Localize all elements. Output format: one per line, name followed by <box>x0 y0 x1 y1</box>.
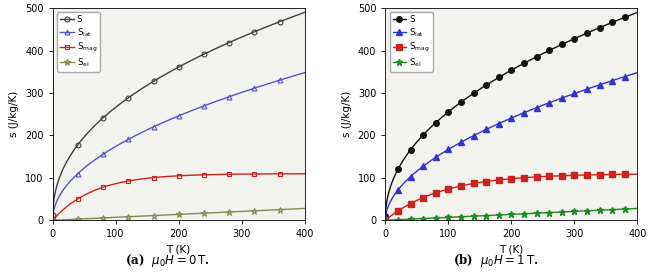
S$_\mathrm{mag}$ <box>407 202 415 205</box>
S <box>49 213 57 217</box>
S$_\mathrm{el}$ <box>492 214 500 217</box>
S$_\mathrm{mag}$ <box>221 173 229 176</box>
S$_\mathrm{el}$ <box>578 209 586 213</box>
Line: S$_\mathrm{lat}$: S$_\mathrm{lat}$ <box>50 70 307 220</box>
S$_\mathrm{lat}$ <box>381 217 389 220</box>
S$_\mathrm{mag}$ <box>555 174 562 178</box>
S$_\mathrm{el}$ <box>160 214 168 217</box>
S$_\mathrm{lat}$ <box>245 88 253 92</box>
Legend: S, S$_\mathrm{lat}$, S$_\mathrm{mag}$, S$_\mathrm{el}$: S, S$_\mathrm{lat}$, S$_\mathrm{mag}$, S… <box>390 13 433 72</box>
S$_\mathrm{mag}$ <box>301 172 309 175</box>
S$_\mathrm{el}$ <box>301 207 309 210</box>
S$_\mathrm{el}$ <box>221 211 229 214</box>
S <box>150 79 158 82</box>
S$_\mathrm{lat}$ <box>555 98 562 101</box>
S$_\mathrm{mag}$ <box>74 197 82 200</box>
S$_\mathrm{mag}$ <box>381 219 389 222</box>
S <box>250 30 258 34</box>
Y-axis label: s (J/kg/K): s (J/kg/K) <box>342 91 352 137</box>
S$_\mathrm{lat}$ <box>484 127 491 131</box>
S$_\mathrm{mag}$ <box>484 180 491 183</box>
X-axis label: T (K): T (K) <box>166 245 191 255</box>
S$_\mathrm{el}$ <box>407 218 415 221</box>
S$_\mathrm{mag}$ <box>578 174 586 177</box>
S$_\mathrm{lat}$ <box>49 216 57 220</box>
S <box>381 214 389 218</box>
S <box>407 147 415 151</box>
Line: S$_\mathrm{el}$: S$_\mathrm{el}$ <box>49 205 307 223</box>
Legend: S, S$_\mathrm{lat}$, S$_\mathrm{mag}$, S$_\mathrm{el}$: S, S$_\mathrm{lat}$, S$_\mathrm{mag}$, S… <box>57 13 100 72</box>
Line: S$_\mathrm{el}$: S$_\mathrm{el}$ <box>382 205 641 224</box>
S <box>484 83 491 86</box>
S$_\mathrm{mag}$ <box>49 219 57 222</box>
S$_\mathrm{el}$ <box>74 218 82 221</box>
S <box>582 32 590 35</box>
Text: (a)  $\mu_0 H=0\,\mathrm{T}$.: (a) $\mu_0 H=0\,\mathrm{T}$. <box>125 252 210 269</box>
S$_\mathrm{lat}$ <box>74 171 82 175</box>
S$_\mathrm{lat}$ <box>221 96 229 100</box>
Text: (b)  $\mu_0 H=1\,\mathrm{T}$.: (b) $\mu_0 H=1\,\mathrm{T}$. <box>453 252 539 269</box>
S$_\mathrm{lat}$ <box>492 123 500 126</box>
S$_\mathrm{el}$ <box>582 209 590 212</box>
S$_\mathrm{el}$ <box>49 219 57 222</box>
S$_\mathrm{el}$ <box>633 207 641 210</box>
S$_\mathrm{lat}$ <box>250 87 258 90</box>
S$_\mathrm{mag}$ <box>250 172 258 176</box>
S$_\mathrm{el}$ <box>555 211 562 214</box>
S$_\mathrm{mag}$ <box>160 175 168 178</box>
Y-axis label: s (J/kg/K): s (J/kg/K) <box>9 91 20 137</box>
S <box>633 11 641 14</box>
S$_\mathrm{mag}$ <box>245 172 253 176</box>
S <box>578 34 586 37</box>
S$_\mathrm{lat}$ <box>150 125 158 128</box>
Line: S$_\mathrm{mag}$: S$_\mathrm{mag}$ <box>50 171 307 223</box>
S$_\mathrm{lat}$ <box>578 89 586 92</box>
S <box>221 42 229 46</box>
X-axis label: T (K): T (K) <box>499 245 524 255</box>
Line: S$_\mathrm{lat}$: S$_\mathrm{lat}$ <box>382 70 640 221</box>
S$_\mathrm{el}$ <box>484 214 491 217</box>
S <box>160 74 168 77</box>
S$_\mathrm{mag}$ <box>582 173 590 177</box>
S$_\mathrm{lat}$ <box>301 71 309 74</box>
S$_\mathrm{lat}$ <box>633 71 641 74</box>
S <box>301 11 309 14</box>
S <box>555 44 562 48</box>
S$_\mathrm{mag}$ <box>492 179 500 182</box>
S <box>492 77 500 81</box>
Line: S: S <box>50 10 307 217</box>
S$_\mathrm{lat}$ <box>160 121 168 124</box>
Line: S: S <box>382 10 640 219</box>
S$_\mathrm{el}$ <box>150 214 158 217</box>
S <box>245 32 253 36</box>
S$_\mathrm{mag}$ <box>150 176 158 179</box>
S$_\mathrm{el}$ <box>250 209 258 212</box>
S$_\mathrm{el}$ <box>245 209 253 213</box>
Line: S$_\mathrm{mag}$: S$_\mathrm{mag}$ <box>382 171 640 223</box>
S <box>74 143 82 146</box>
S$_\mathrm{lat}$ <box>582 88 590 91</box>
S$_\mathrm{lat}$ <box>407 175 415 178</box>
S$_\mathrm{mag}$ <box>633 172 641 176</box>
S$_\mathrm{el}$ <box>381 219 389 222</box>
